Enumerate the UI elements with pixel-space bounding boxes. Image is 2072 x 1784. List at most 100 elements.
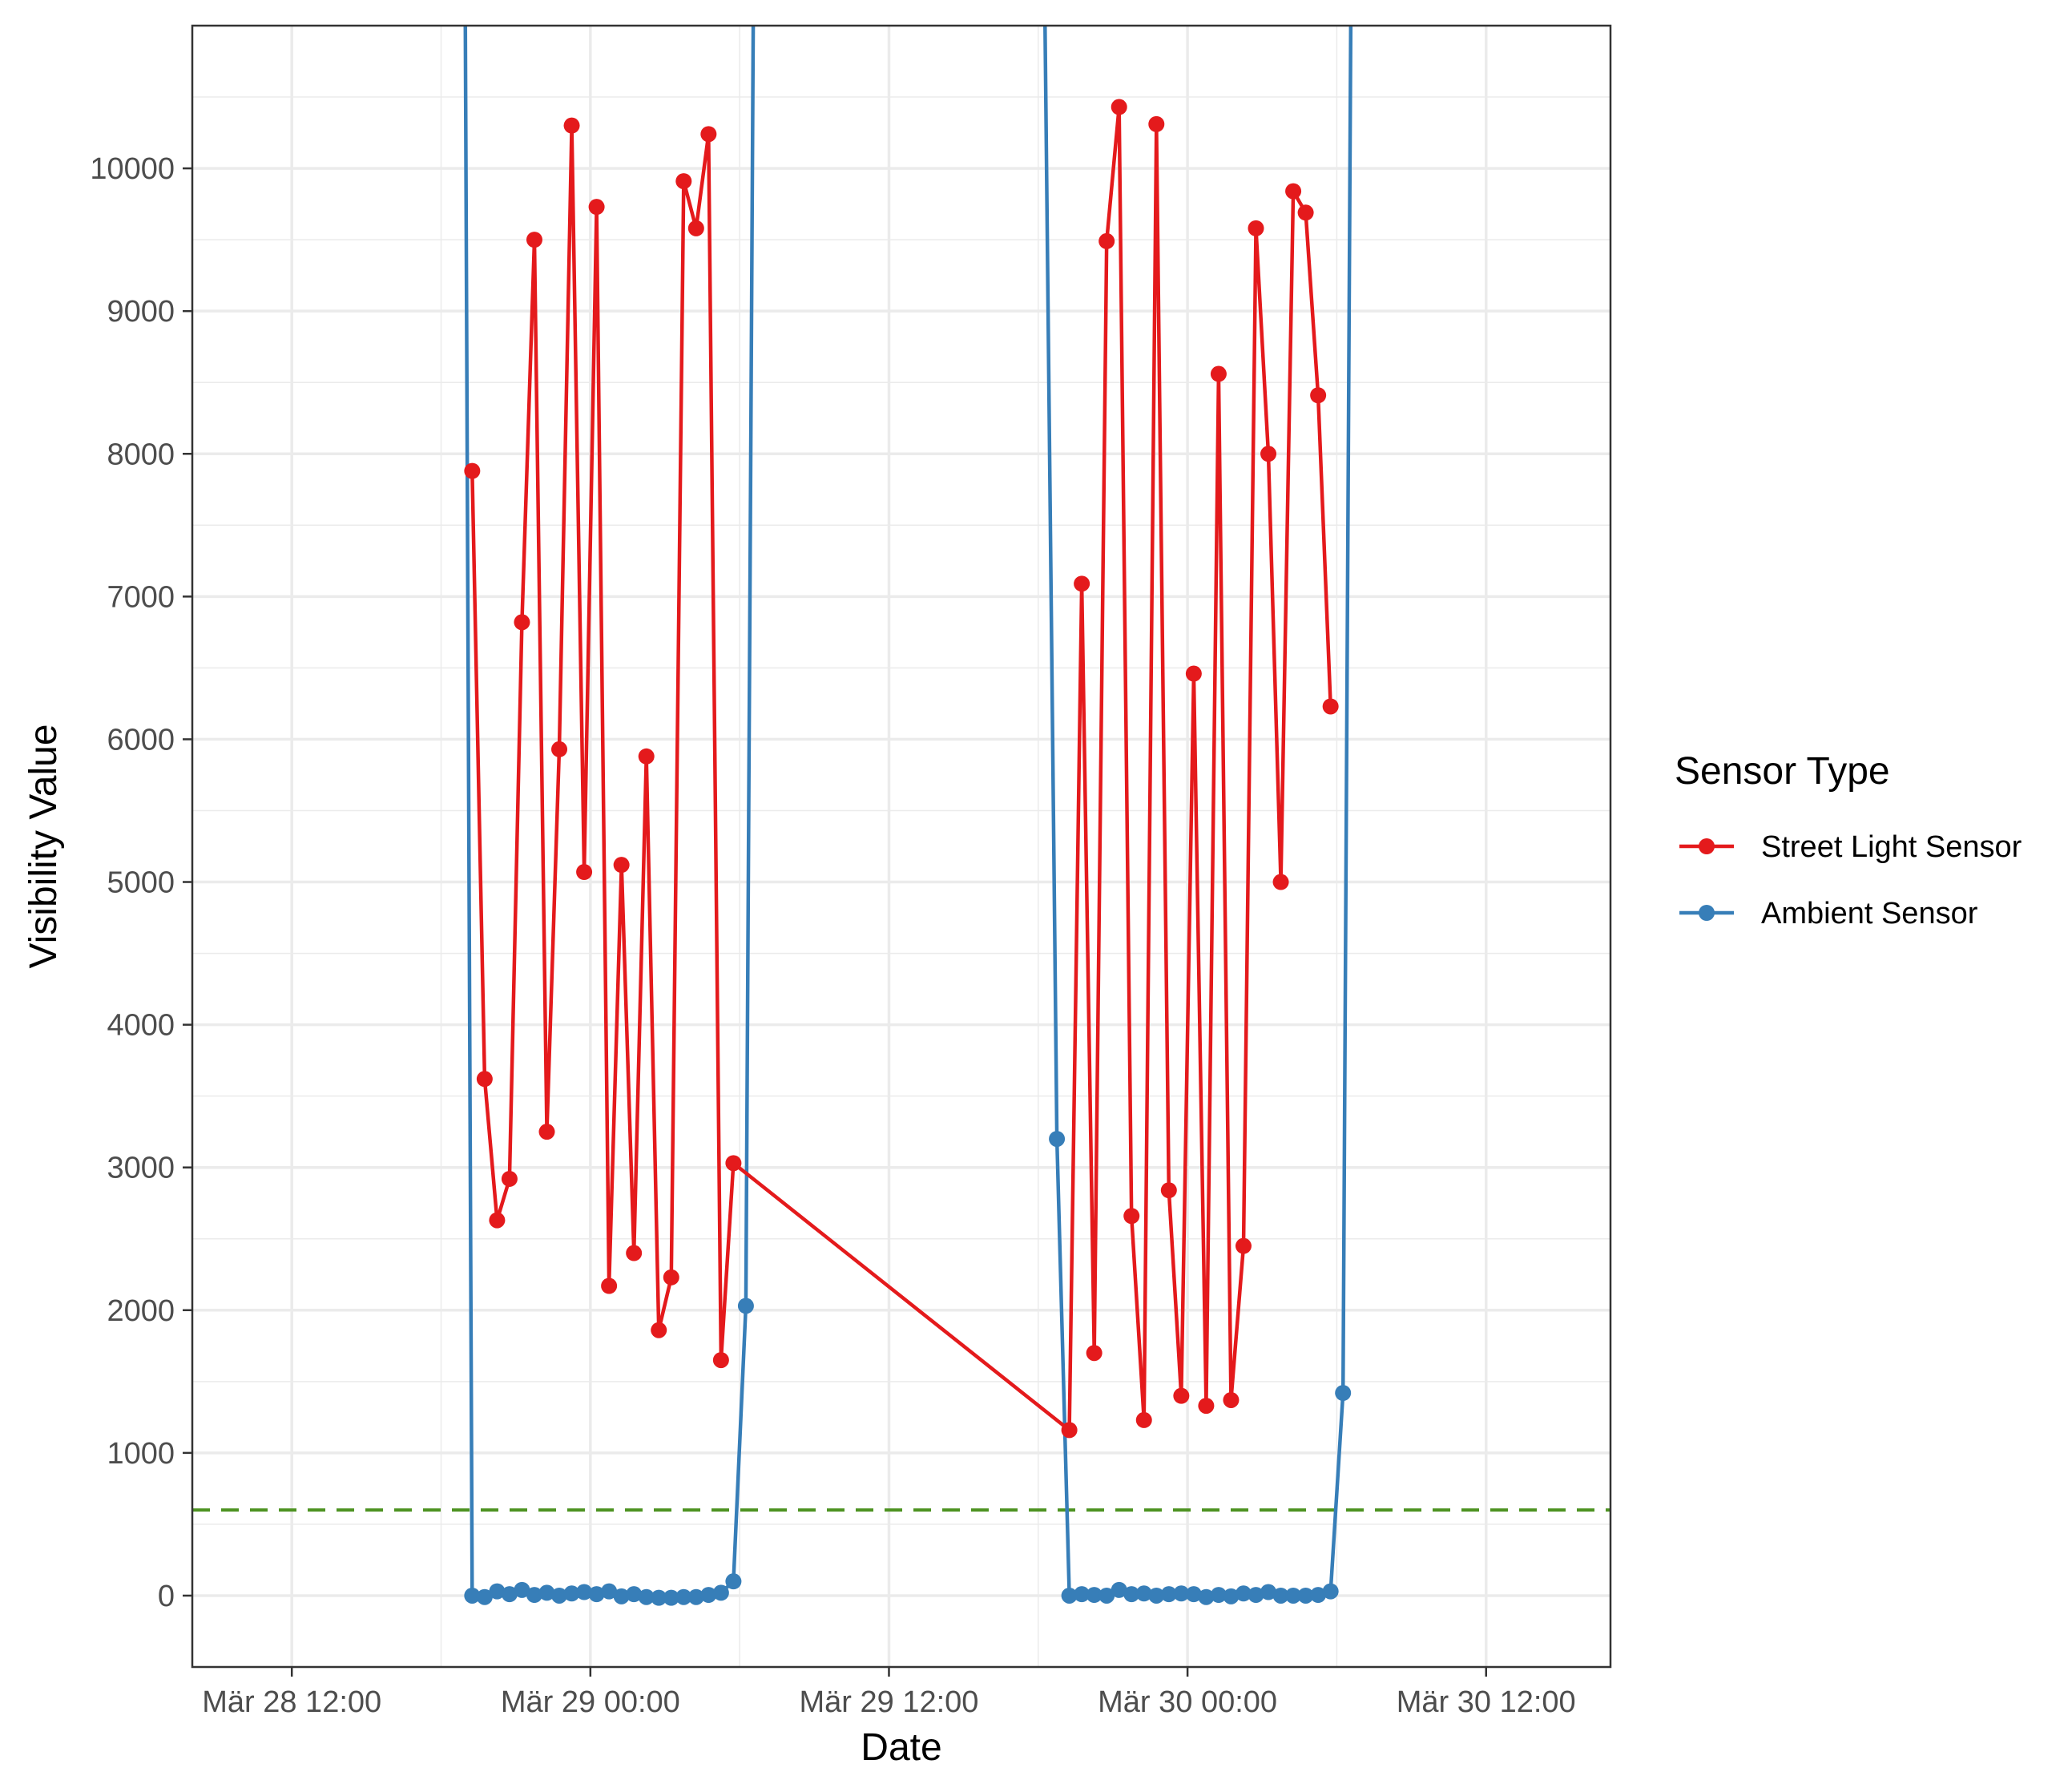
- data-point-ambient-sensor: [464, 1587, 481, 1604]
- series-ambient-sensor: [463, 26, 1353, 1606]
- series-layer: [463, 26, 1353, 1606]
- data-point-street-light-sensor: [651, 1322, 667, 1338]
- y-tick-label: 4000: [107, 1009, 175, 1043]
- data-point-street-light-sensor: [1086, 1345, 1103, 1362]
- data-point-ambient-sensor: [514, 1581, 530, 1598]
- y-tick-label: 3000: [107, 1152, 175, 1185]
- data-point-street-light-sensor: [725, 1155, 742, 1172]
- data-point-street-light-sensor: [476, 1071, 493, 1088]
- y-axis-title: Visibility Value: [22, 724, 65, 968]
- data-point-street-light-sensor: [1235, 1237, 1252, 1254]
- data-point-ambient-sensor: [1198, 1588, 1215, 1605]
- data-point-ambient-sensor: [526, 1587, 542, 1604]
- y-tick-label: 8000: [107, 438, 175, 471]
- data-point-ambient-sensor: [651, 1589, 667, 1606]
- data-point-street-light-sensor: [1260, 446, 1277, 462]
- data-point-ambient-sensor: [1160, 1586, 1177, 1603]
- data-point-street-light-sensor: [613, 857, 630, 874]
- data-point-ambient-sensor: [1210, 1587, 1227, 1604]
- data-point-ambient-sensor: [1235, 1585, 1252, 1602]
- y-axis: 0 1000 2000 3000 4000 5000 6000 7000 8000 9000 100…: [90, 152, 192, 1613]
- x-tick-label: Mär 30 00:00: [1098, 1685, 1277, 1719]
- plot-layer: [192, 26, 1610, 1606]
- data-point-street-light-sensor: [1297, 204, 1314, 221]
- data-point-ambient-sensor: [501, 1586, 518, 1603]
- data-point-ambient-sensor: [1272, 1587, 1289, 1604]
- y-tick-label: 7000: [107, 580, 175, 614]
- y-tick-label: 10000: [90, 152, 175, 186]
- data-point-ambient-sensor: [563, 1585, 580, 1602]
- y-tick-label: 2000: [107, 1294, 175, 1328]
- y-tick-label: 9000: [107, 295, 175, 329]
- data-point-street-light-sensor: [576, 864, 593, 881]
- grid-minor: [192, 26, 1610, 1668]
- data-point-ambient-sensor: [1098, 1587, 1115, 1604]
- data-point-street-light-sensor: [526, 232, 542, 248]
- series-street-light-sensor: [464, 99, 1339, 1439]
- data-point-street-light-sensor: [626, 1245, 643, 1261]
- panel-background: [192, 26, 1610, 1667]
- data-point-ambient-sensor: [1135, 1585, 1152, 1602]
- data-point-ambient-sensor: [601, 1583, 618, 1600]
- data-point-ambient-sensor: [1111, 1581, 1127, 1598]
- data-point-ambient-sensor: [1322, 1583, 1339, 1600]
- data-point-ambient-sensor: [1335, 1385, 1352, 1402]
- data-point-street-light-sensor: [1061, 1422, 1078, 1439]
- data-point-ambient-sensor: [1123, 1586, 1140, 1603]
- data-point-ambient-sensor: [1310, 1587, 1327, 1604]
- x-tick-label: Mär 29 00:00: [501, 1685, 680, 1719]
- data-point-street-light-sensor: [501, 1170, 518, 1187]
- data-point-ambient-sensor: [687, 1588, 704, 1605]
- data-point-ambient-sensor: [613, 1588, 630, 1604]
- panel-border: [191, 24, 1612, 1669]
- data-point-ambient-sensor: [1260, 1584, 1277, 1600]
- data-point-ambient-sensor: [1248, 1587, 1264, 1604]
- x-axis-title: Date: [861, 1726, 941, 1769]
- data-point-street-light-sensor: [489, 1212, 506, 1229]
- legend-title: Sensor Type: [1675, 750, 1890, 793]
- x-tick-label: Mär 30 12:00: [1397, 1685, 1576, 1719]
- data-point-street-light-sensor: [1111, 99, 1127, 115]
- data-point-street-light-sensor: [1074, 575, 1090, 592]
- data-point-ambient-sensor: [1185, 1586, 1202, 1603]
- legend: Sensor Type Street Light Sensor Ambient S…: [1675, 750, 2022, 930]
- data-point-street-light-sensor: [1198, 1398, 1215, 1415]
- y-tick-label: 5000: [107, 866, 175, 900]
- data-point-ambient-sensor: [1223, 1588, 1240, 1604]
- data-point-ambient-sensor: [626, 1586, 643, 1603]
- data-point-ambient-sensor: [1148, 1587, 1165, 1604]
- data-point-street-light-sensor: [1310, 387, 1327, 404]
- data-point-street-light-sensor: [700, 126, 717, 143]
- data-point-ambient-sensor: [737, 1298, 754, 1314]
- data-point-street-light-sensor: [1223, 1391, 1240, 1408]
- data-point-ambient-sensor: [1086, 1587, 1103, 1604]
- legend-key-point-ambient-sensor: [1699, 905, 1715, 921]
- data-point-ambient-sensor: [576, 1584, 593, 1600]
- data-point-ambient-sensor: [551, 1587, 568, 1604]
- data-point-ambient-sensor: [1285, 1587, 1302, 1604]
- data-point-street-light-sensor: [1272, 874, 1289, 890]
- legend-label-ambient-sensor: Ambient Sensor: [1761, 897, 1978, 930]
- data-point-street-light-sensor: [588, 199, 605, 216]
- data-point-street-light-sensor: [1123, 1208, 1140, 1225]
- data-point-street-light-sensor: [1248, 220, 1264, 236]
- legend-key-point-street-light-sensor: [1699, 838, 1715, 854]
- data-point-ambient-sensor: [1061, 1587, 1078, 1604]
- data-point-ambient-sensor: [1074, 1586, 1090, 1603]
- x-tick-label: Mär 28 12:00: [202, 1685, 381, 1719]
- data-point-street-light-sensor: [1322, 698, 1339, 715]
- data-point-street-light-sensor: [1148, 115, 1165, 132]
- data-point-street-light-sensor: [464, 462, 481, 479]
- data-point-street-light-sensor: [551, 741, 568, 757]
- x-tick-label: Mär 29 12:00: [800, 1685, 979, 1719]
- data-point-street-light-sensor: [663, 1269, 679, 1286]
- data-point-street-light-sensor: [1185, 665, 1202, 682]
- data-point-ambient-sensor: [476, 1588, 493, 1605]
- data-point-street-light-sensor: [638, 748, 655, 765]
- data-point-ambient-sensor: [663, 1589, 679, 1606]
- data-point-ambient-sensor: [1049, 1131, 1066, 1148]
- data-point-ambient-sensor: [588, 1586, 605, 1603]
- data-point-ambient-sensor: [489, 1583, 506, 1600]
- data-point-street-light-sensor: [538, 1124, 555, 1140]
